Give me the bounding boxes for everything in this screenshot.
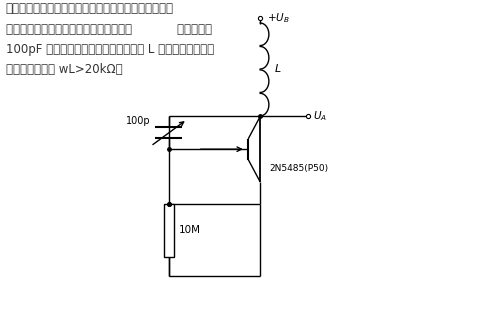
Text: 由于场效应晶体管具有很高的输入电阵，故用来作很低: 由于场效应晶体管具有很高的输入电阵，故用来作很低 xyxy=(5,2,174,15)
Text: $U_A$: $U_A$ xyxy=(313,110,327,123)
Text: 频率或很高频率晶振电路是很适合的。图            所示电路中: 频率或很高频率晶振电路是很适合的。图 所示电路中 xyxy=(5,23,212,35)
Text: 2N5485(P50): 2N5485(P50) xyxy=(270,164,329,173)
Text: 范围选取，应有 wL>20kΩ。: 范围选取，应有 wL>20kΩ。 xyxy=(5,63,122,76)
Text: 100p: 100p xyxy=(126,116,151,126)
Text: $+U_B$: $+U_B$ xyxy=(268,11,290,25)
Text: 10M: 10M xyxy=(179,225,201,236)
Text: 100pF 微调电容用于调整频率，扴流圈 L 电感量可根据频率: 100pF 微调电容用于调整频率，扴流圈 L 电感量可根据频率 xyxy=(5,43,214,56)
Text: L: L xyxy=(275,64,281,74)
Bar xyxy=(163,204,174,257)
